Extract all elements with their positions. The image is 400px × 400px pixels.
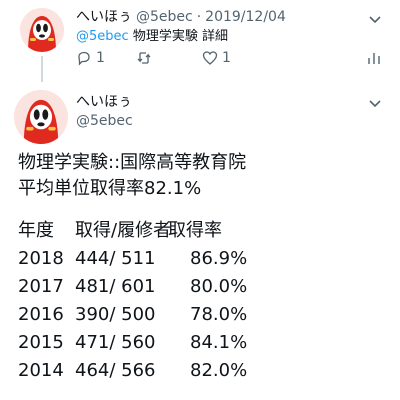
row-counts: 464/ 566 — [75, 360, 156, 381]
tweet-text-line: 物理学実験::国際高等教育院 — [18, 152, 247, 173]
tweet-text-line: 平均単位取得率82.1% — [18, 178, 202, 199]
analytics-button[interactable] — [366, 50, 382, 66]
chevron-down-icon — [369, 16, 381, 24]
like-icon — [202, 51, 218, 65]
retweet-icon — [137, 52, 151, 64]
row-rate: 82.0% — [190, 360, 248, 381]
row-rate: 86.9% — [190, 248, 248, 269]
header-counts: 取得/履修者 — [75, 220, 172, 241]
thread-connector — [41, 56, 43, 82]
avatar[interactable] — [20, 8, 64, 52]
details-link[interactable]: 詳細 — [201, 29, 228, 44]
tweet1-more-button[interactable] — [368, 12, 382, 29]
row-counts: 481/ 601 — [75, 276, 156, 297]
display-name[interactable]: へいほぅ — [76, 94, 132, 110]
like-button[interactable]: 1 — [202, 50, 231, 66]
tweet1-header: へいほぅ @5ebec · 2019/12/04 — [76, 8, 286, 26]
row-year: 2016 — [18, 304, 64, 325]
row-rate: 78.0% — [190, 304, 248, 325]
row-counts: 471/ 560 — [75, 332, 156, 353]
reply-button[interactable]: 1 — [76, 50, 105, 66]
avatar[interactable] — [14, 90, 68, 144]
user-handle[interactable]: @5ebec — [136, 9, 193, 25]
reply-text: 物理学実験 — [132, 29, 198, 44]
tweet1-actions: 1 1 — [76, 50, 386, 70]
header-rate: 取得率 — [168, 220, 222, 241]
separator: · — [196, 9, 202, 25]
header-year: 年度 — [18, 220, 54, 241]
chevron-down-icon — [369, 100, 381, 108]
avatar-ghost-icon — [20, 8, 64, 52]
avatar-ghost-icon — [14, 90, 68, 144]
reply-count: 1 — [96, 50, 105, 66]
row-year: 2018 — [18, 248, 64, 269]
user-handle[interactable]: @5ebec — [76, 113, 133, 129]
row-year: 2017 — [18, 276, 64, 297]
tweet2-more-button[interactable] — [368, 96, 382, 113]
reply-mention[interactable]: @5ebec — [76, 29, 129, 44]
row-counts: 444/ 511 — [75, 248, 156, 269]
tweet1-text: @5ebec 物理学実験 詳細 — [76, 28, 228, 46]
row-counts: 390/ 500 — [75, 304, 156, 325]
like-count: 1 — [222, 50, 231, 66]
tweet2-text: 物理学実験::国際高等教育院 平均単位取得率82.1% — [18, 150, 388, 202]
tweet-date[interactable]: 2019/12/04 — [205, 9, 286, 25]
reply-icon — [78, 51, 90, 66]
row-rate: 80.0% — [190, 276, 248, 297]
row-rate: 84.1% — [190, 332, 248, 353]
row-year: 2014 — [18, 360, 64, 381]
analytics-icon — [368, 53, 380, 64]
display-name[interactable]: へいほぅ — [76, 9, 132, 25]
row-year: 2015 — [18, 332, 64, 353]
retweet-button[interactable] — [136, 50, 152, 66]
